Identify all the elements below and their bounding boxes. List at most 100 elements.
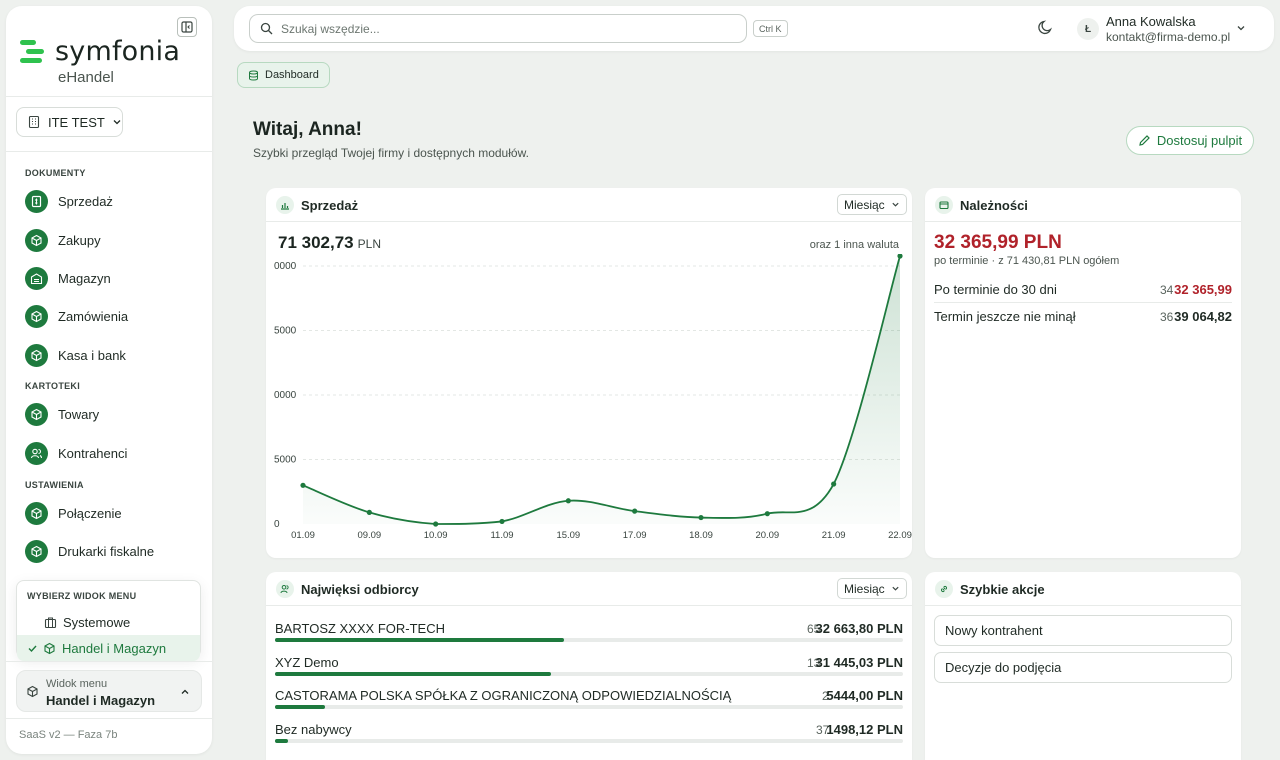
chevron-down-icon[interactable] [1236, 23, 1246, 33]
sales-line [302, 255, 901, 525]
logo-text: symfonia [55, 36, 181, 67]
data-point [698, 514, 704, 521]
collapse-sidebar-button[interactable] [177, 17, 197, 37]
buyer-share-bar [275, 739, 903, 743]
sidebar-item-contractors[interactable]: Kontrahenci [25, 440, 127, 466]
sidebar-item-fiscal-printers[interactable]: Drukarki fiskalne [25, 538, 154, 564]
new-contractor-button[interactable]: Nowy kontrahent [934, 615, 1232, 646]
sidebar-item-label: Magazyn [58, 270, 111, 286]
buyer-share-fill [275, 705, 326, 709]
x-tick-label: 22.09 [888, 530, 912, 541]
sidebar-item-sales[interactable]: Sprzedaż [25, 188, 113, 214]
y-tick-label: 0000 [274, 390, 297, 401]
box-icon [25, 501, 48, 525]
buyer-count: 65 [807, 622, 821, 636]
card-header: Należności [925, 188, 1241, 222]
data-point [764, 511, 770, 517]
receivable-row-value: 32 365,99 [1174, 282, 1232, 297]
card-title: Sprzedaż [301, 198, 359, 213]
period-select[interactable]: Miesiąc [837, 578, 907, 599]
chevron-down-icon [113, 120, 121, 125]
y-tick-label: 0 [274, 519, 280, 530]
period-select[interactable]: Miesiąc [837, 194, 907, 215]
sidebar-item-label: Sprzedaż [58, 193, 113, 209]
sidebar-item-label: Połączenie [58, 505, 122, 521]
search-icon [260, 22, 273, 35]
box-icon [44, 642, 55, 654]
sidebar-item-purchases[interactable]: Zakupy [25, 227, 101, 253]
sidebar-item-orders[interactable]: Zamówienia [25, 303, 128, 329]
box-icon [25, 539, 48, 563]
buyer-value: 1498,12 PLN [826, 722, 903, 737]
period-value: Miesiąc [844, 581, 885, 596]
buyer-name: BARTOSZ XXXX FOR-TECH [275, 621, 445, 636]
sidebar-item-connection[interactable]: Połączenie [25, 500, 122, 526]
briefcase-icon [44, 617, 57, 628]
buyer-value: 5444,00 PLN [826, 688, 903, 703]
wallet-icon [935, 196, 953, 214]
building-icon [28, 115, 40, 129]
buyer-share-bar [275, 638, 903, 642]
view-menu-switcher[interactable]: Widok menu Handel i Magazyn [16, 670, 202, 712]
receivable-row-label: Termin jeszcze nie minął [934, 309, 1076, 324]
moon-icon[interactable] [1037, 19, 1054, 36]
period-value: Miesiąc [844, 197, 885, 212]
card-header: Sprzedaż Miesiąc [266, 188, 912, 222]
menu-view-option-system[interactable]: Systemowe [17, 609, 200, 635]
link-icon [935, 580, 953, 598]
customize-dashboard-button[interactable]: Dostosuj pulpit [1126, 126, 1254, 155]
logo[interactable]: symfonia [20, 36, 180, 67]
sales-currency: PLN [357, 237, 381, 251]
card-title: Najwięksi odbiorcy [301, 582, 419, 597]
logo-subtitle: eHandel [58, 69, 114, 86]
sidebar-item-products[interactable]: Towary [25, 401, 99, 427]
search-box[interactable] [249, 14, 747, 43]
divider [6, 718, 212, 719]
page-title: Witaj, Anna! [253, 119, 362, 140]
buyer-count: 2 [822, 689, 829, 703]
option-label: Systemowe [63, 614, 131, 630]
divider [6, 151, 212, 152]
buyer-share-fill [275, 672, 552, 676]
x-tick-label: 09.09 [357, 530, 381, 541]
data-point [433, 521, 439, 527]
box-icon [25, 228, 48, 252]
buyer-row[interactable]: XYZ Demo 13 31 445,03 PLN [275, 655, 903, 683]
buyer-name: CASTORAMA POLSKA SPÓŁKA Z OGRANICZONĄ OD… [275, 688, 732, 703]
sidebar-item-cash-bank[interactable]: Kasa i bank [25, 342, 126, 368]
x-tick-label: 01.09 [291, 530, 315, 541]
buyer-share-bar [275, 705, 903, 709]
breadcrumb[interactable]: Dashboard [237, 62, 330, 88]
divider [6, 96, 212, 97]
search-input[interactable] [281, 21, 711, 36]
receivable-row-count: 34 [1160, 283, 1174, 297]
buyer-row[interactable]: CASTORAMA POLSKA SPÓŁKA Z OGRANICZONĄ OD… [275, 688, 903, 716]
buyer-value: 32 663,80 PLN [815, 621, 903, 636]
data-point [300, 482, 306, 488]
pencil-icon [1139, 135, 1150, 146]
x-tick-label: 18.09 [689, 530, 713, 541]
row-divider [934, 302, 1232, 303]
buyer-row[interactable]: BARTOSZ XXXX FOR-TECH 65 32 663,80 PLN [275, 621, 903, 649]
sidebar: symfonia eHandel ITE TEST DOKUMENTY Sprz… [6, 6, 212, 754]
company-selector[interactable]: ITE TEST [16, 107, 123, 137]
sidebar-toggle-icon [181, 21, 193, 33]
sales-total-value: 71 302,73 [278, 233, 354, 252]
sales-area [303, 256, 900, 524]
menu-view-option-trade-warehouse[interactable]: Handel i Magazyn [17, 635, 200, 661]
user-name[interactable]: Anna Kowalska [1106, 14, 1196, 29]
sidebar-item-label: Kasa i bank [58, 347, 126, 363]
x-tick-label: 20.09 [755, 530, 779, 541]
data-point [831, 481, 837, 487]
x-tick-label: 10.09 [424, 530, 448, 541]
y-tick-label: 5000 [274, 455, 297, 466]
decisions-button[interactable]: Decyzje do podjęcia [934, 652, 1232, 683]
x-tick-label: 11.09 [490, 530, 513, 541]
avatar[interactable]: Ł [1077, 18, 1099, 40]
popup-title: WYBIERZ WIDOK MENU [27, 591, 137, 601]
box-icon [27, 685, 38, 698]
sidebar-item-warehouse[interactable]: Magazyn [25, 265, 111, 291]
buyer-count: 37 [816, 723, 830, 737]
card-header: Najwięksi odbiorcy Miesiąc [266, 572, 912, 606]
buyer-row[interactable]: Bez nabywcy 37 1498,12 PLN [275, 722, 903, 750]
